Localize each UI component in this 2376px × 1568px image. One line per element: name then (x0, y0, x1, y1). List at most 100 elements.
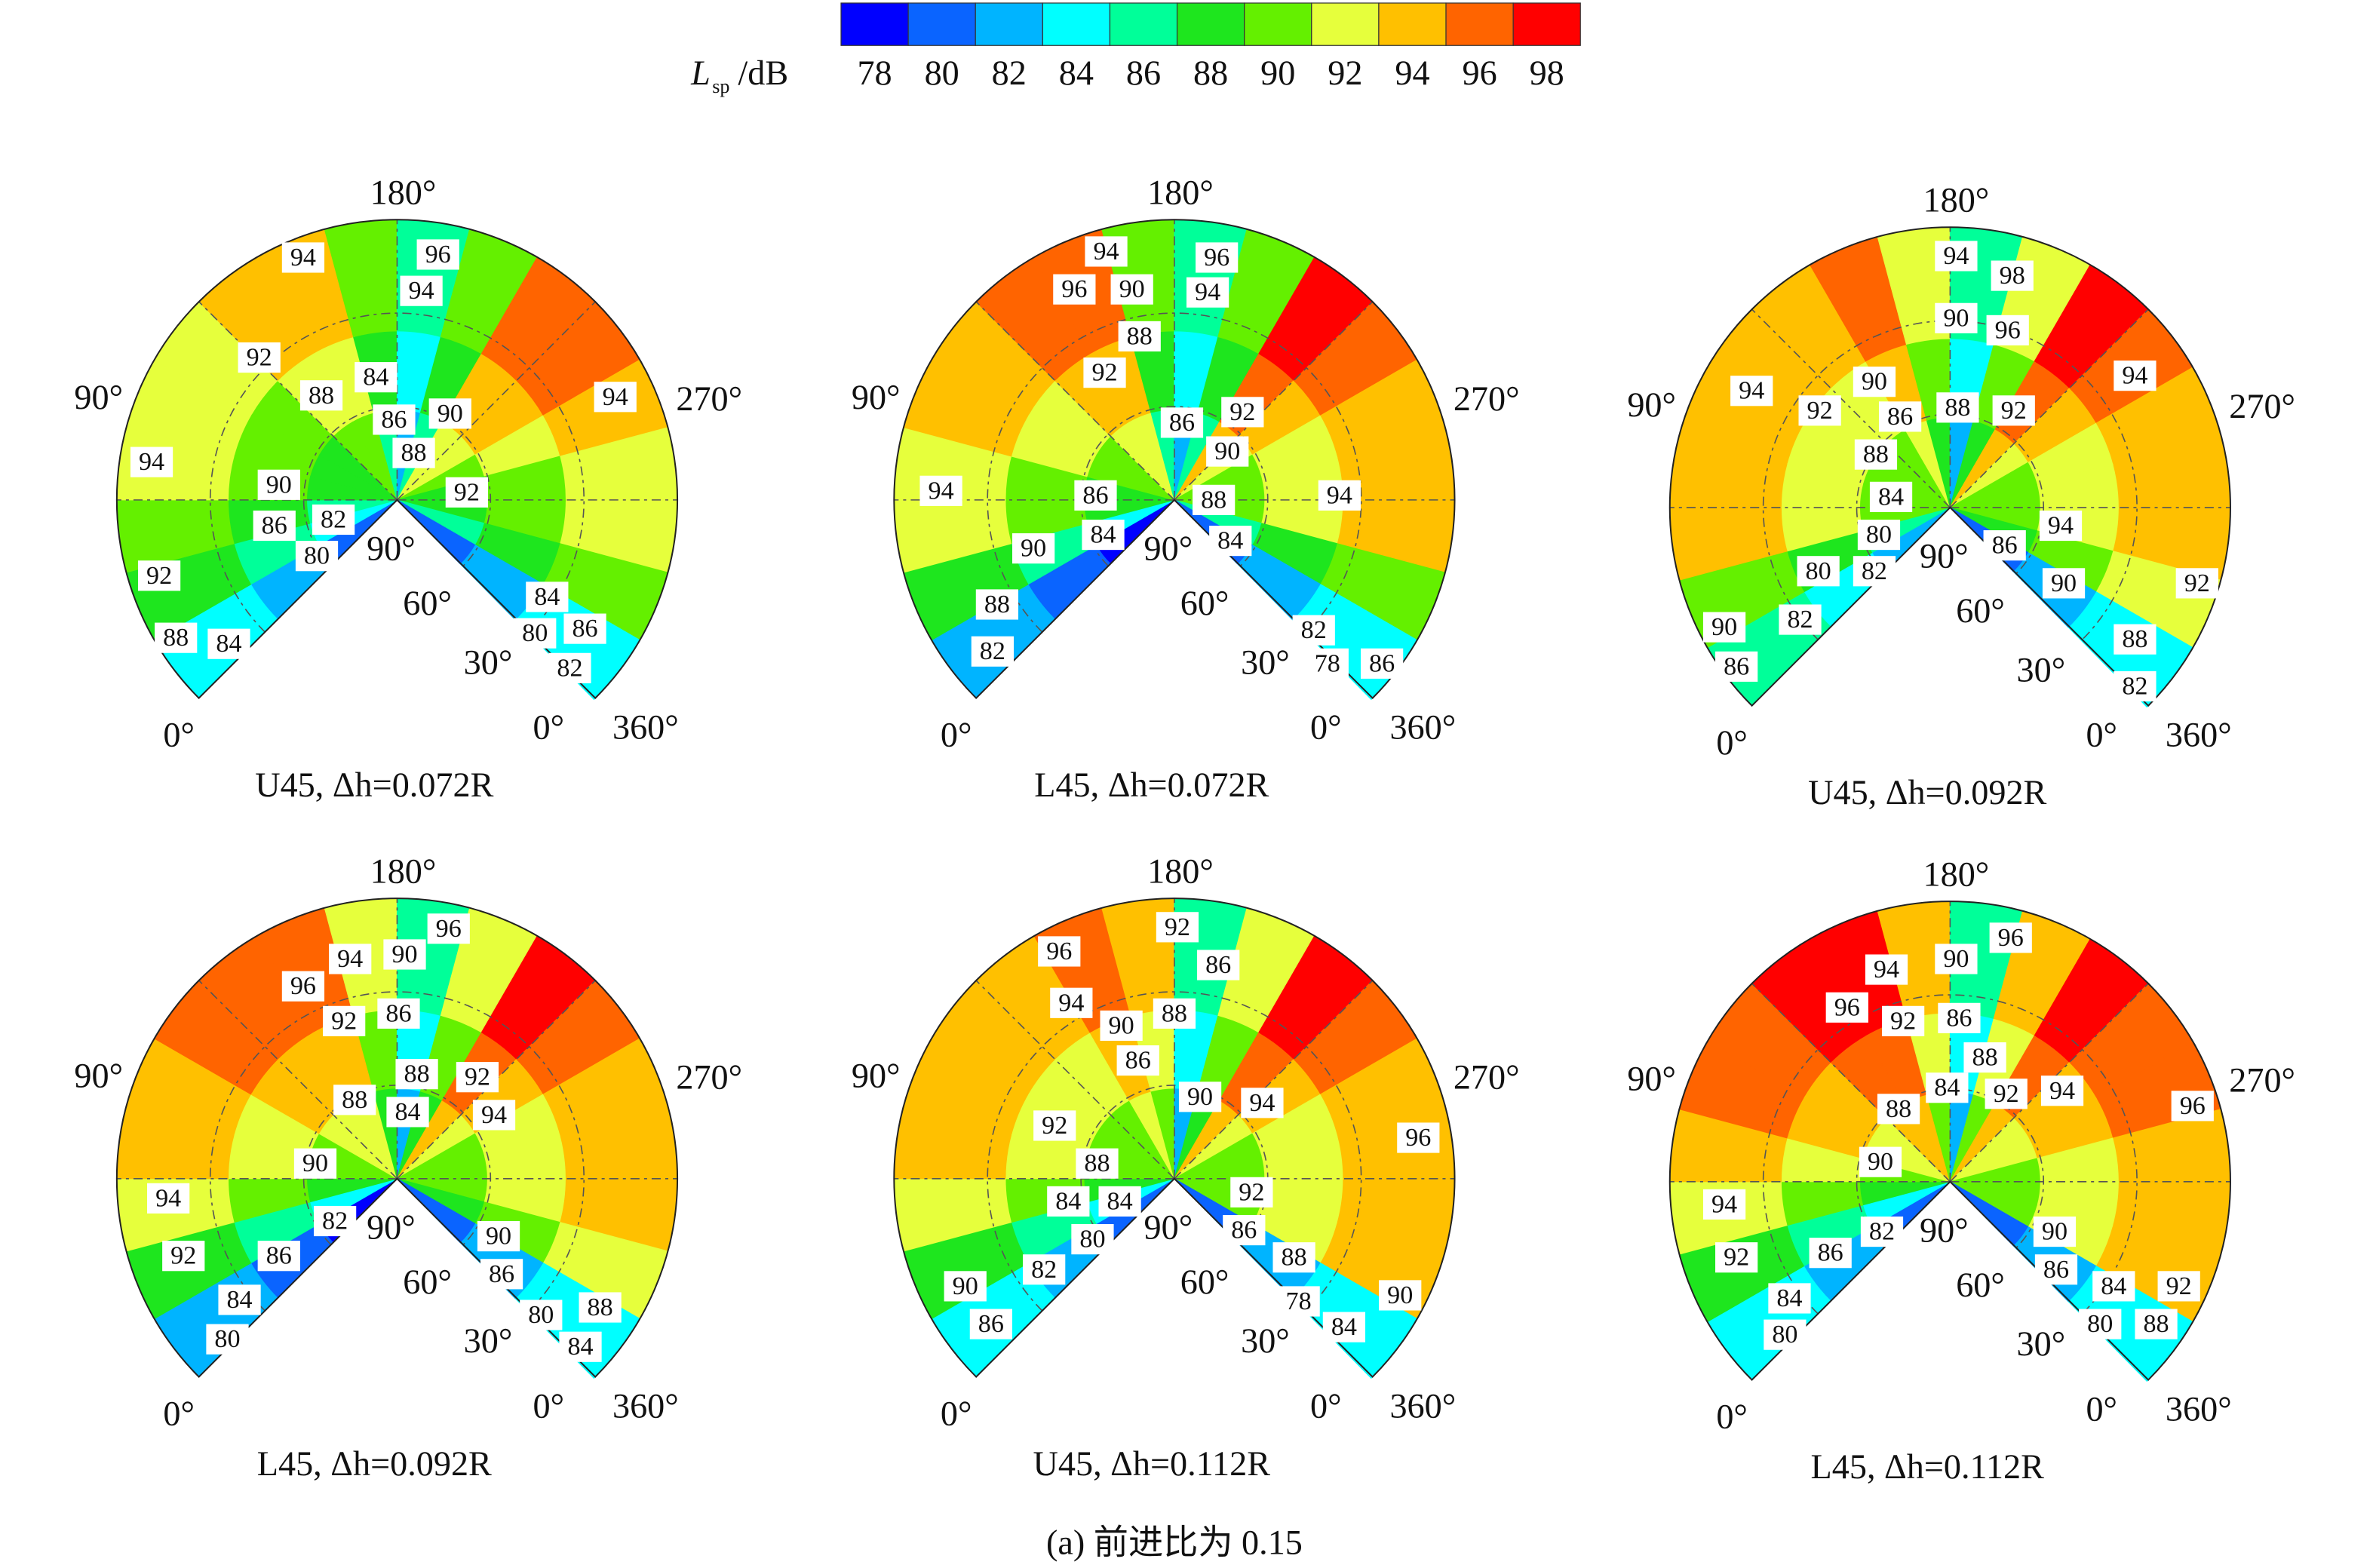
azimuth-label: 90° (74, 378, 123, 416)
contour-label-box (1935, 944, 1978, 974)
contour-label: 78 (1315, 649, 1340, 677)
colorbar-swatch (1042, 2, 1111, 46)
contour-label: 92 (331, 1007, 357, 1035)
contour-label-box (1809, 1238, 1852, 1269)
contour-label: 90 (953, 1272, 978, 1300)
contour-label: 92 (1994, 1080, 2019, 1108)
azimuth-label: 360° (1389, 1387, 1456, 1425)
elevation-label: 60° (1180, 1263, 1229, 1301)
colorbar-swatch (1512, 2, 1581, 46)
colorbar-swatch (1445, 2, 1514, 46)
contour-label: 86 (381, 406, 407, 434)
contour-label-box (293, 1148, 337, 1179)
panel-outline (1668, 226, 2231, 707)
grid-spoke (975, 980, 1175, 1180)
azimuth-label: 0° (941, 1395, 972, 1433)
contour-label-box (1197, 950, 1240, 980)
contour-label: 80 (214, 1325, 240, 1353)
contour-label-box (1938, 1002, 1981, 1033)
azimuth-label: 90° (1627, 385, 1676, 424)
contour-label: 84 (1776, 1284, 1802, 1312)
contour-label: 88 (309, 382, 334, 410)
contour-label-box (1033, 1110, 1076, 1141)
colorbar-tick-label: 88 (1193, 54, 1228, 92)
contour-label: 92 (146, 562, 172, 590)
contour-label-box (383, 939, 426, 970)
contour-label-box (919, 475, 962, 506)
grid-spoke (1174, 301, 1374, 501)
contour-label-box (1986, 315, 2029, 345)
contour-label-box (355, 362, 398, 393)
contour-label-box (1277, 1286, 1320, 1317)
contour-label: 88 (1084, 1149, 1110, 1177)
contour-label: 88 (342, 1086, 367, 1114)
contour-label-box (253, 510, 296, 542)
colorbar-tick-label: 82 (992, 54, 1027, 92)
contour-label-box (1730, 376, 1773, 407)
grid-spoke (396, 980, 596, 1180)
contour-label: 84 (567, 1333, 593, 1361)
grid-spoke (1949, 308, 2149, 508)
contour-label: 80 (2087, 1310, 2113, 1338)
elevation-label: 0° (2086, 1390, 2117, 1428)
contour-label-box (1053, 274, 1096, 305)
polar-panel: 96 94 90 96 92 86 88 92 94 88 84 90 94 82 90 92 86 86 84 80… (74, 852, 742, 1483)
contour-label: 80 (522, 619, 548, 647)
contour-label: 96 (1046, 937, 1072, 965)
colorbar-swatch (1109, 2, 1178, 46)
elevation-label: 30° (464, 1321, 513, 1360)
contour-label-box (480, 1259, 523, 1290)
colorbar-tick-label: 98 (1530, 54, 1564, 92)
contour-label: 94 (2122, 362, 2147, 390)
contour-label-box (1985, 1079, 2028, 1109)
colorbar-tick-label: 90 (1260, 54, 1295, 92)
azimuth-label: 90° (74, 1057, 123, 1095)
contour-label: 94 (929, 477, 954, 505)
contour-label: 90 (302, 1149, 328, 1177)
contour-label-box (944, 1271, 987, 1302)
contour-label: 94 (603, 383, 628, 411)
contour-label-box (2040, 1076, 2084, 1106)
colorbar-label-symbol: L (690, 54, 711, 92)
contour-label-box (1764, 1319, 1807, 1350)
colorbar-tick-label: 86 (1126, 54, 1161, 92)
azimuth-label: 270° (1454, 1058, 1520, 1097)
contour-label: 90 (1214, 437, 1240, 465)
contour-label-box (1360, 648, 1404, 679)
azimuth-label: 0° (163, 1395, 195, 1433)
contour-label: 82 (2122, 672, 2147, 700)
contour-label: 80 (304, 542, 330, 570)
contour-label-box (2175, 568, 2218, 599)
elevation-label: 60° (403, 584, 452, 622)
contour-label: 94 (1874, 956, 1899, 983)
contour-label: 92 (1807, 397, 1833, 425)
contour-label: 78 (1286, 1287, 1312, 1315)
contour-label: 84 (226, 1286, 252, 1314)
contour-label-box (1193, 484, 1236, 515)
azimuth-label: 360° (1389, 708, 1456, 747)
elevation-label: 0° (533, 708, 565, 747)
contour-label-box (472, 1100, 516, 1131)
elevation-label: 0° (2086, 716, 2117, 754)
contour-label: 86 (1205, 951, 1231, 979)
contour-label: 92 (1724, 1244, 1749, 1272)
contour-label-box (548, 652, 591, 683)
contour-label-box (1963, 1042, 2006, 1073)
contour-label: 94 (1711, 1190, 1737, 1218)
contour-label-box (1318, 480, 1361, 511)
panel-title: L45, Δh=0.072R (1034, 766, 1269, 804)
contour-label: 92 (247, 344, 272, 372)
contour-label: 92 (2184, 569, 2210, 597)
contour-label: 94 (2049, 1077, 2075, 1105)
contour-label-box (147, 1183, 190, 1214)
contour-label: 96 (1998, 924, 2024, 952)
contour-label-box (1869, 481, 1913, 512)
contour-label: 88 (1162, 999, 1187, 1027)
contour-label: 90 (1387, 1281, 1413, 1309)
elevation-label: 90° (367, 1208, 416, 1247)
contour-label-box (1156, 912, 1199, 943)
contour-label-box (257, 1241, 300, 1272)
azimuth-label: 180° (370, 173, 437, 212)
